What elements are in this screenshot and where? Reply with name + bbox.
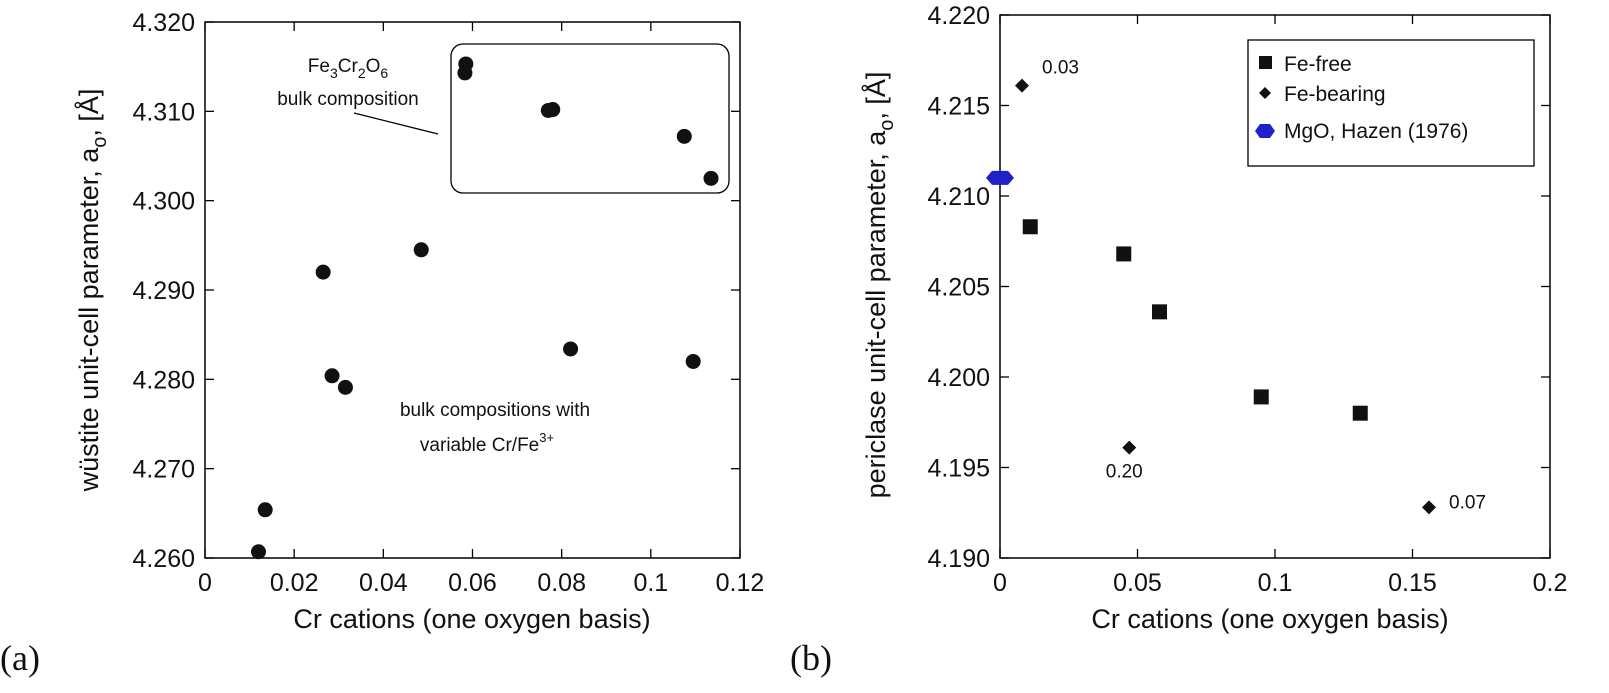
data-point-fe-free	[1152, 304, 1167, 320]
variable-annotation-line1: bulk compositions with	[400, 400, 590, 421]
chart-a-y-tick-labels: 4.260 4.270 4.280 4.290 4.300 4.310 4.320	[132, 9, 195, 573]
y-tick-label: 4.320	[132, 9, 195, 37]
data-point	[413, 242, 429, 258]
panel-label-a: (a)	[0, 638, 40, 678]
data-point	[676, 128, 692, 144]
y-tick-label: 4.190	[927, 545, 990, 573]
fe3cr2o6-annotation-line2: bulk composition	[277, 89, 419, 110]
data-point	[337, 379, 353, 395]
legend-fe-free: Fe-free	[1284, 53, 1352, 76]
x-tick-label: 0.02	[270, 569, 319, 597]
point-label: 0.07	[1449, 492, 1486, 513]
variable-annotation-line2: variable Cr/Fe3+	[420, 430, 554, 456]
chart-b-x-axis-label: Cr cations (one oxygen basis)	[1091, 604, 1448, 634]
data-point	[251, 544, 266, 560]
point-label: 0.20	[1106, 462, 1143, 483]
x-tick-label: 0	[198, 569, 212, 597]
chart-a-points	[251, 56, 719, 560]
y-tick-label: 4.310	[132, 98, 195, 126]
data-point	[685, 353, 701, 369]
x-tick-label: 0.06	[448, 569, 497, 597]
data-point	[703, 170, 719, 186]
data-point-fe-free	[1022, 219, 1038, 235]
x-tick-label: 0.15	[1388, 569, 1437, 597]
panel-label-b: (b)	[790, 638, 832, 678]
chart-a-x-axis-label: Cr cations (one oxygen basis)	[293, 604, 650, 634]
x-tick-label: 0.12	[716, 569, 765, 597]
y-tick-label: 4.215	[927, 93, 990, 121]
chart-b-x-tick-labels: 0 0.05 0.1 0.15 0.2	[993, 569, 1567, 597]
y-tick-label: 4.260	[132, 545, 195, 573]
fe3cr2o6-annotation: Fe3Cr2O6	[308, 56, 389, 81]
fe3cr2o6-leader-line	[353, 112, 439, 135]
y-tick-label: 4.195	[927, 455, 990, 483]
y-tick-label: 4.270	[132, 456, 195, 484]
chart-b-ticks	[999, 14, 1551, 559]
x-tick-label: 0.1	[1258, 569, 1293, 597]
data-point-fe-bearing	[1015, 78, 1029, 93]
legend-mgo-hazen: MgO, Hazen (1976)	[1284, 120, 1468, 143]
chart-a-y-axis-label: wüstite unit-cell parameter, ao, [Å]	[73, 89, 111, 493]
chart-b-points: 0.03 0.20 0.07	[986, 58, 1486, 515]
fe3cr2o6-group-box	[450, 43, 730, 194]
x-tick-label: 0.05	[1113, 569, 1162, 597]
data-point	[324, 368, 340, 384]
data-point-mgo-hazen	[986, 170, 1014, 185]
y-tick-label: 4.205	[927, 274, 990, 302]
x-tick-label: 0	[993, 569, 1007, 597]
chart-b-y-tick-labels: 4.190 4.195 4.200 4.205 4.210 4.215 4.220	[927, 2, 990, 573]
y-tick-label: 4.280	[132, 366, 195, 394]
data-point-fe-free	[1253, 389, 1269, 405]
legend-diamond-marker	[1259, 87, 1271, 99]
data-point	[257, 502, 273, 518]
data-point-fe-free	[1116, 246, 1132, 262]
data-point-fe-free	[1352, 405, 1368, 421]
chart-b: 4.190 4.195 4.200 4.205 4.210 4.215 4.220 0 0.0…	[860, 2, 1567, 634]
legend-hexagon-marker	[1255, 124, 1275, 138]
chart-a: 4.260 4.270 4.280 4.290 4.300 4.310 4.320 0 0.0…	[73, 9, 764, 634]
legend-box	[1247, 39, 1535, 167]
data-point	[315, 264, 331, 280]
data-point	[457, 65, 473, 81]
chart-a-x-tick-labels: 0 0.02 0.04 0.06 0.08 0.1 0.12	[198, 569, 764, 597]
x-tick-label: 0.1	[633, 569, 668, 597]
point-label: 0.03	[1042, 58, 1079, 79]
chart-b-legend: Fe-free Fe-bearing MgO, Hazen (1976)	[1247, 39, 1535, 167]
x-tick-label: 0.08	[537, 569, 586, 597]
data-point-fe-bearing	[1122, 440, 1137, 455]
y-tick-label: 4.290	[132, 277, 195, 305]
data-point	[563, 341, 579, 357]
legend-fe-bearing: Fe-bearing	[1284, 83, 1386, 106]
y-tick-label: 4.300	[132, 188, 195, 216]
chart-b-y-axis-label: periclase unit-cell parameter, ao, [Å]	[860, 72, 898, 499]
legend-square-marker	[1259, 56, 1272, 69]
data-point	[545, 102, 561, 118]
data-point-fe-bearing	[1422, 500, 1436, 515]
x-tick-label: 0.2	[1533, 569, 1568, 597]
chart-a-ticks	[204, 21, 741, 559]
x-tick-label: 0.04	[359, 569, 408, 597]
y-tick-label: 4.200	[927, 364, 990, 392]
y-tick-label: 4.220	[927, 2, 990, 30]
y-tick-label: 4.210	[927, 183, 990, 211]
